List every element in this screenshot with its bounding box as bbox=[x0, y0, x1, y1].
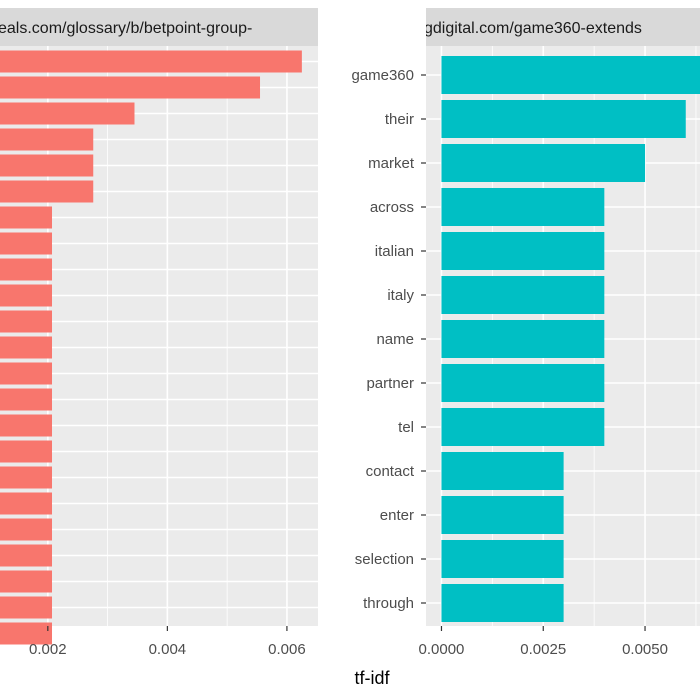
facet-title-left: eals.com/glossary/b/betpoint-group- bbox=[0, 20, 252, 37]
y-tick-label: through bbox=[363, 595, 414, 612]
bar-right-10 bbox=[441, 496, 564, 534]
bar-left-18 bbox=[0, 518, 53, 541]
bar-left-22 bbox=[0, 622, 53, 645]
bar-left-11 bbox=[0, 336, 53, 359]
bar-right-7 bbox=[441, 364, 605, 402]
x-tick-label: 0.0050 bbox=[622, 641, 668, 658]
x-axis-title: tf-idf bbox=[354, 668, 390, 688]
facet-strip-right bbox=[426, 8, 700, 46]
bar-left-5 bbox=[0, 180, 94, 203]
bar-left-2 bbox=[0, 102, 135, 125]
bar-right-11 bbox=[441, 540, 564, 578]
bar-left-15 bbox=[0, 440, 53, 463]
y-tick-label: selection bbox=[355, 551, 414, 568]
x-axis-right: 0.0000 0.0025 0.0050 bbox=[419, 626, 668, 658]
bar-right-8 bbox=[441, 408, 605, 446]
bar-left-4 bbox=[0, 154, 94, 177]
bar-right-5 bbox=[441, 276, 605, 314]
facet-strip-left bbox=[0, 8, 318, 46]
bar-left-10 bbox=[0, 310, 53, 333]
bar-left-12 bbox=[0, 362, 53, 385]
bar-right-12 bbox=[441, 584, 564, 622]
x-tick-label: 0.004 bbox=[149, 641, 187, 658]
bar-left-16 bbox=[0, 466, 53, 489]
bar-right-3 bbox=[441, 188, 605, 226]
y-tick-label: market bbox=[368, 155, 415, 172]
bar-right-0 bbox=[441, 56, 700, 94]
bar-right-4 bbox=[441, 232, 605, 270]
x-tick-label: 0.0000 bbox=[419, 641, 465, 658]
y-tick-label: tel bbox=[398, 419, 414, 436]
bar-right-9 bbox=[441, 452, 564, 490]
facet-right: sgdigital.com/game360-extends game360 the… bbox=[351, 8, 700, 658]
bar-left-3 bbox=[0, 128, 94, 151]
bars-left bbox=[0, 50, 302, 645]
facet-title-right: sgdigital.com/game360-extends bbox=[416, 20, 642, 37]
bar-left-21 bbox=[0, 596, 53, 619]
x-tick-label: 0.002 bbox=[29, 641, 67, 658]
bar-left-7 bbox=[0, 232, 53, 255]
y-tick-label: across bbox=[370, 199, 414, 216]
y-tick-label: partner bbox=[366, 375, 414, 392]
bar-left-13 bbox=[0, 388, 53, 411]
x-tick-label: 0.0025 bbox=[520, 641, 566, 658]
y-axis-right: game360 their market across italian italy name… bbox=[351, 67, 426, 612]
y-tick-label: game360 bbox=[351, 67, 414, 84]
bar-right-2 bbox=[441, 144, 646, 182]
bar-left-0 bbox=[0, 50, 302, 73]
y-tick-label: enter bbox=[380, 507, 414, 524]
y-tick-label: italian bbox=[375, 243, 414, 260]
x-axis-left: 0.002 0.004 0.006 bbox=[29, 626, 306, 658]
y-tick-label: name bbox=[376, 331, 414, 348]
bar-left-20 bbox=[0, 570, 53, 593]
y-tick-label: their bbox=[385, 111, 414, 128]
bar-right-6 bbox=[441, 320, 605, 358]
bar-left-14 bbox=[0, 414, 53, 437]
bar-left-17 bbox=[0, 492, 53, 515]
bar-left-1 bbox=[0, 76, 261, 99]
bars-right bbox=[441, 56, 700, 622]
bar-left-19 bbox=[0, 544, 53, 567]
bar-left-6 bbox=[0, 206, 53, 229]
x-tick-label: 0.006 bbox=[268, 641, 306, 658]
y-tick-label: contact bbox=[366, 463, 415, 480]
facet-left: eals.com/glossary/b/betpoint-group- 0.00… bbox=[0, 8, 318, 658]
bar-right-1 bbox=[441, 100, 686, 138]
bar-left-9 bbox=[0, 284, 53, 307]
bar-left-8 bbox=[0, 258, 53, 281]
y-tick-label: italy bbox=[387, 287, 414, 304]
